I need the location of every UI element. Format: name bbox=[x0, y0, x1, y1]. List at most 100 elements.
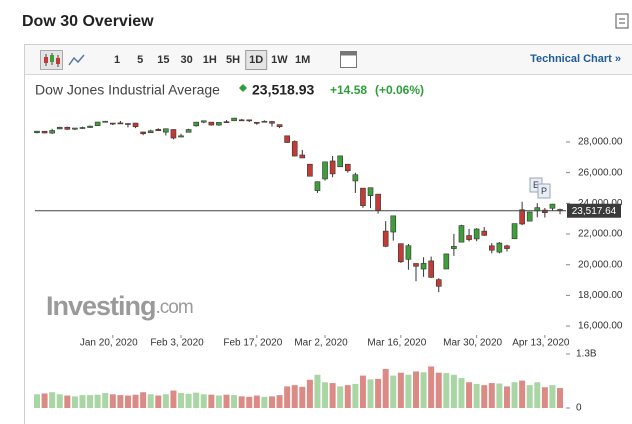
candle bbox=[511, 223, 518, 240]
volume-bar bbox=[488, 383, 495, 408]
interval-button[interactable]: 1W bbox=[271, 54, 288, 66]
volume-bar bbox=[71, 396, 78, 408]
volume-bar bbox=[314, 374, 321, 408]
candle-body bbox=[163, 128, 169, 133]
candle-body bbox=[132, 122, 139, 128]
candle bbox=[443, 253, 450, 270]
candle-body bbox=[443, 253, 450, 270]
up-indicator bbox=[239, 84, 247, 92]
candle-body bbox=[72, 127, 78, 130]
candle-body bbox=[254, 121, 260, 124]
y-tick-label: 28,000.00 bbox=[578, 137, 623, 148]
watermark: Investing.com bbox=[46, 291, 193, 321]
candle bbox=[34, 130, 40, 134]
interval-button[interactable]: 5 bbox=[137, 54, 143, 66]
y-tick-label: 24,000.00 bbox=[578, 198, 623, 209]
candle bbox=[178, 133, 184, 138]
candle bbox=[94, 121, 101, 126]
candle bbox=[405, 243, 412, 270]
candle bbox=[337, 155, 344, 168]
candle-body bbox=[117, 122, 124, 125]
interval-button[interactable]: 15 bbox=[157, 54, 169, 66]
candle bbox=[269, 120, 275, 127]
page-title: Dow 30 Overview bbox=[22, 13, 154, 30]
volume-bar bbox=[231, 395, 238, 408]
candle bbox=[352, 172, 359, 193]
volume-bar bbox=[87, 395, 94, 408]
volume-bar bbox=[268, 396, 275, 408]
icon-frame bbox=[615, 13, 629, 29]
calendar-button[interactable] bbox=[340, 51, 357, 68]
volume-bar bbox=[34, 394, 40, 408]
candle-body bbox=[504, 245, 510, 249]
volume-bar bbox=[170, 390, 177, 408]
candle bbox=[307, 163, 313, 177]
volume-bar bbox=[428, 366, 435, 408]
candle bbox=[398, 243, 404, 263]
candle-body bbox=[140, 131, 146, 135]
candle bbox=[413, 263, 419, 282]
print-icon[interactable] bbox=[615, 13, 629, 29]
volume-bar bbox=[41, 393, 48, 408]
candle bbox=[79, 126, 86, 129]
candle-body bbox=[56, 126, 63, 130]
candle-body bbox=[458, 225, 465, 243]
line-type-button[interactable] bbox=[68, 54, 85, 66]
candle-body bbox=[337, 155, 344, 168]
technical-chart-link[interactable]: Technical Chart » bbox=[530, 53, 621, 65]
candle-body bbox=[216, 122, 222, 126]
volume-bar bbox=[367, 379, 374, 408]
candle bbox=[542, 207, 548, 218]
y-tick-label: 22,000.00 bbox=[578, 229, 623, 240]
candle bbox=[314, 181, 321, 193]
volume-bar bbox=[557, 388, 564, 408]
candle-body bbox=[367, 187, 374, 196]
interval-button[interactable]: 1M bbox=[295, 54, 310, 66]
candle-body bbox=[375, 193, 381, 211]
candle bbox=[140, 131, 146, 136]
candle-body bbox=[390, 215, 397, 233]
y-tick-label: 18,000.00 bbox=[578, 290, 623, 301]
interval-button[interactable]: 1 bbox=[114, 54, 120, 66]
volume-bar bbox=[397, 372, 404, 408]
candle-body bbox=[193, 121, 199, 127]
candle bbox=[155, 128, 162, 132]
candle-body bbox=[420, 263, 427, 270]
candle bbox=[238, 118, 245, 122]
candle bbox=[246, 119, 253, 122]
volume-tick-label: 0 bbox=[576, 403, 582, 414]
volume-bar bbox=[124, 395, 131, 408]
volume-bar bbox=[352, 383, 359, 408]
interval-button[interactable]: 1H bbox=[203, 54, 217, 66]
volume-bar bbox=[344, 385, 351, 408]
candle bbox=[329, 155, 336, 178]
volume-bar bbox=[208, 394, 215, 408]
candle-type-button[interactable] bbox=[40, 50, 63, 70]
volume-bar bbox=[519, 380, 526, 408]
interval-button[interactable]: 5H bbox=[226, 54, 240, 66]
widget-frame bbox=[24, 44, 632, 424]
candle bbox=[261, 120, 268, 123]
volume-bar bbox=[200, 394, 207, 408]
volume-bar bbox=[140, 392, 147, 408]
candle-body bbox=[481, 230, 488, 236]
volume-bar bbox=[185, 393, 192, 408]
candle-body bbox=[360, 187, 366, 206]
candle-body bbox=[382, 230, 389, 247]
candle bbox=[390, 215, 397, 241]
candle bbox=[549, 203, 556, 211]
price-change: +14.58 bbox=[330, 83, 367, 97]
candle bbox=[163, 128, 169, 136]
candle bbox=[291, 140, 298, 157]
volume-bar bbox=[420, 372, 427, 408]
x-tick-label: Mar 2, 2020 bbox=[294, 338, 348, 349]
icon-body bbox=[44, 57, 48, 63]
candle bbox=[428, 256, 434, 278]
candle bbox=[72, 127, 78, 130]
interval-button[interactable]: 1D bbox=[249, 54, 263, 66]
y-tick-label: 16,000.00 bbox=[578, 321, 623, 332]
candle-body bbox=[102, 120, 109, 123]
interval-button[interactable]: 30 bbox=[180, 54, 192, 66]
volume-bar bbox=[337, 386, 344, 408]
